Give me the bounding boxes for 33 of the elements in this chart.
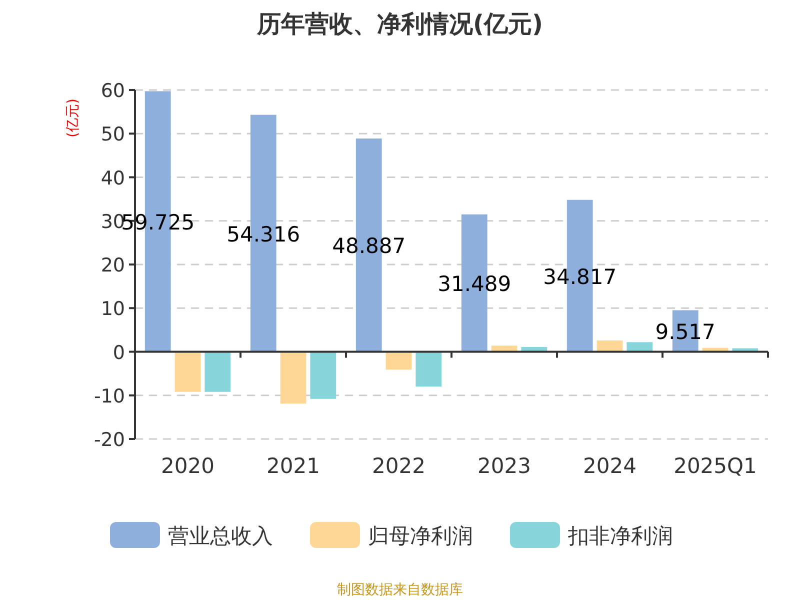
data-label: 48.887: [332, 234, 406, 258]
legend-label: 营业总收入: [168, 524, 273, 548]
bar: [626, 342, 653, 352]
bar: [596, 340, 623, 352]
bar: [416, 352, 442, 387]
y-tick-label: 10: [100, 298, 125, 320]
y-tick-label: 0: [112, 342, 125, 364]
y-axis-title: (亿元): [65, 98, 81, 138]
data-label: 9.517: [655, 320, 716, 344]
data-label: 54.316: [226, 222, 300, 246]
x-tick-label: 2022: [372, 454, 426, 478]
data-label: 34.817: [543, 264, 617, 289]
data-label: 31.489: [438, 272, 512, 296]
y-tick-label: 40: [100, 167, 125, 190]
y-tick-label: 50: [100, 124, 125, 146]
x-tick-label: 2020: [161, 454, 214, 478]
x-tick-label: 2025Q1: [674, 454, 757, 478]
y-tick-label: 60: [100, 80, 125, 102]
bar: [204, 352, 231, 392]
y-tick-label: -20: [94, 429, 125, 451]
bar: [174, 352, 201, 392]
bar: [386, 352, 412, 370]
x-tick-label: 2024: [583, 454, 636, 478]
legend-label: 扣非净利润: [567, 524, 673, 548]
text: 制图数据来自数据库: [337, 582, 463, 598]
chart-title: 历年营收、净利情况(亿元): [256, 10, 543, 38]
x-tick-label: 2023: [478, 454, 531, 478]
y-tick-label: -10: [94, 385, 125, 408]
legend-label: 归母净利润: [368, 524, 473, 548]
bar: [310, 352, 336, 399]
x-tick-label: 2021: [266, 454, 320, 478]
bar: [280, 352, 306, 404]
y-tick-label: 20: [100, 254, 125, 276]
